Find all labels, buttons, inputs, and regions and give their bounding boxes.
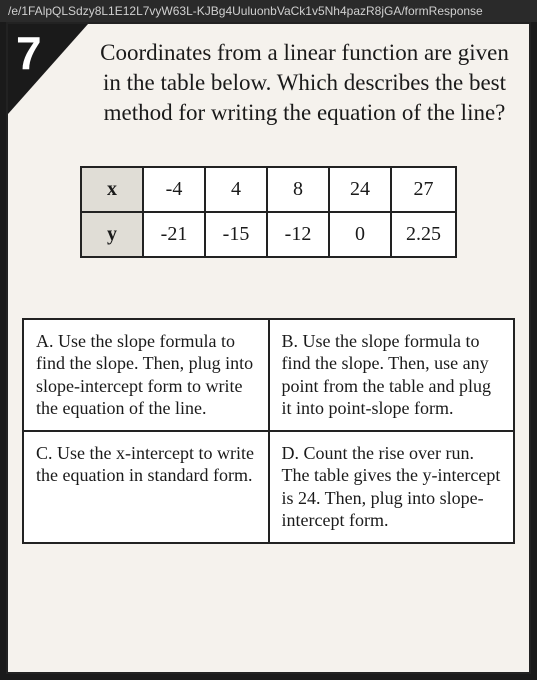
answer-c[interactable]: C. Use the x-intercept to write the equa… [23, 431, 269, 543]
table-row: y -21 -15 -12 0 2.25 [81, 212, 456, 257]
answer-a[interactable]: A. Use the slope formula to find the slo… [23, 319, 269, 431]
row-label-x: x [81, 167, 143, 212]
data-table: x -4 4 8 24 27 y -21 -15 -12 0 2.25 [80, 166, 457, 258]
worksheet-page: 7 Coordinates from a linear function are… [6, 22, 531, 674]
table-row: x -4 4 8 24 27 [81, 167, 456, 212]
answer-d[interactable]: D. Count the rise over run. The table gi… [269, 431, 515, 543]
answer-options: A. Use the slope formula to find the slo… [22, 318, 515, 544]
cell: 8 [267, 167, 329, 212]
cell: -21 [143, 212, 205, 257]
cell: 24 [329, 167, 391, 212]
question-number: 7 [16, 26, 42, 80]
cell: -12 [267, 212, 329, 257]
row-label-y: y [81, 212, 143, 257]
url-bar: /e/1FAlpQLSdzy8L1E12L7vyW63L-KJBg4Uuluon… [0, 0, 537, 22]
question-text: Coordinates from a linear function are g… [8, 24, 529, 138]
cell: 27 [391, 167, 456, 212]
cell: -4 [143, 167, 205, 212]
cell: -15 [205, 212, 267, 257]
cell: 2.25 [391, 212, 456, 257]
answer-b[interactable]: B. Use the slope formula to find the slo… [269, 319, 515, 431]
cell: 0 [329, 212, 391, 257]
cell: 4 [205, 167, 267, 212]
